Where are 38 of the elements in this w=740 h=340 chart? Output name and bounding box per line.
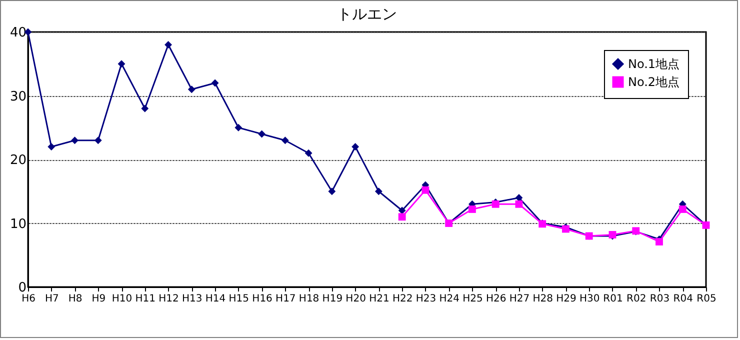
x-tick-label: H18	[298, 294, 320, 304]
x-tick-label: H17	[276, 294, 296, 304]
y-tick-label: 0	[18, 280, 26, 296]
x-tick-label: H30	[579, 294, 600, 304]
chart-title: トルエン	[337, 5, 397, 23]
x-tick-label: R05	[696, 294, 716, 304]
x-tick-label: R04	[673, 294, 693, 304]
y-tick-label: 20	[10, 153, 26, 168]
x-tick-label: H19	[322, 294, 343, 304]
x-tick-label: H29	[556, 294, 576, 304]
x-tick-label: H12	[158, 294, 179, 304]
x-tick-label: H7	[44, 294, 59, 304]
x-tick-label: H28	[532, 294, 553, 304]
x-tick-label: R02	[626, 294, 646, 304]
x-tick-label: H10	[112, 294, 132, 304]
legend-label: No.2地点	[628, 75, 680, 89]
x-tick-label: H24	[439, 294, 460, 304]
x-tick-label: H27	[509, 294, 530, 304]
y-tick-label: 10	[10, 216, 26, 232]
x-tick-label: H16	[252, 294, 272, 304]
x-tick-label: H22	[392, 294, 413, 304]
x-tick-label: H25	[462, 294, 483, 304]
x-tick-label: H26	[486, 294, 506, 304]
x-tick-label: H21	[369, 294, 390, 304]
x-tick-label: H13	[182, 294, 202, 304]
x-tick-label: R01	[603, 294, 623, 304]
x-tick-label: H9	[92, 294, 106, 304]
legend-label: No.1地点	[628, 57, 680, 71]
y-tick-label: 40	[10, 26, 26, 40]
x-tick-label: H8	[68, 294, 82, 304]
x-tick-label: H20	[346, 294, 366, 304]
x-tick-label: H11	[135, 294, 156, 304]
x-tick-label: H23	[416, 294, 436, 304]
x-tick-label: H6	[22, 294, 36, 304]
x-tick-label: R03	[650, 294, 670, 304]
x-tick-label: H15	[228, 294, 250, 304]
x-tick-label: H14	[205, 294, 226, 304]
y-tick-label: 30	[10, 89, 26, 104]
